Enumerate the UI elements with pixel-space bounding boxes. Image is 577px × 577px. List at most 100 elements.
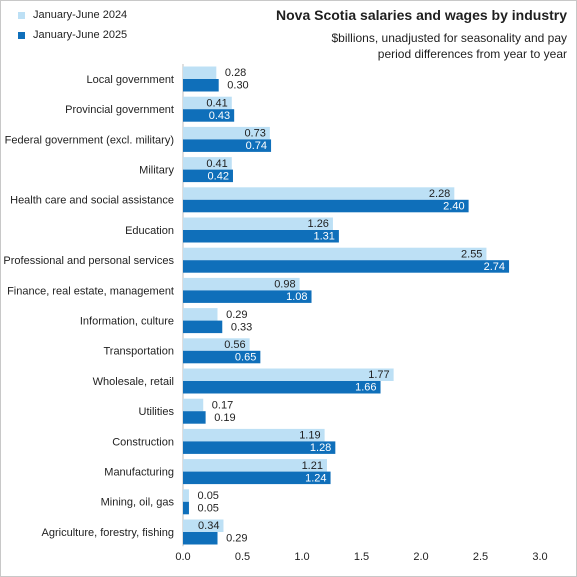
category-label: Provincial government xyxy=(65,104,174,116)
bar-2024 xyxy=(183,66,217,79)
bar-2024 xyxy=(183,277,300,291)
category-label: Transportation xyxy=(103,346,174,358)
bar-2024 xyxy=(183,459,327,472)
bar-2025 xyxy=(183,320,223,334)
title-block: Nova Scotia salaries and wages by indust… xyxy=(276,6,567,62)
bar-2024 xyxy=(183,338,250,351)
bar-2025 xyxy=(183,381,381,394)
data-label-2025: 0.29 xyxy=(226,533,247,545)
category-label: Mining, oil, gas xyxy=(101,497,175,509)
data-label-2024: 1.21 xyxy=(302,460,323,472)
bar-2024 xyxy=(183,489,189,502)
data-label-2025: 0.43 xyxy=(209,110,230,122)
legend-item-2025: January-June 2025 xyxy=(18,25,127,45)
chart-subtitle-line-2: period differences from year to year xyxy=(377,47,567,61)
data-label-2024: 0.28 xyxy=(225,67,246,79)
x-tick-label: 0.5 xyxy=(235,551,250,563)
legend-label-2025: January-June 2025 xyxy=(33,29,128,41)
bar-2025 xyxy=(183,532,218,545)
category-label: Agriculture, forestry, fishing xyxy=(42,527,174,539)
data-label-2024: 0.41 xyxy=(206,158,227,170)
bar-2024 xyxy=(183,519,224,532)
category-label: Professional and personal services xyxy=(3,255,174,267)
category-label: Federal government (excl. military) xyxy=(5,134,174,146)
category-label: Health care and social assistance xyxy=(10,195,174,207)
data-label-2024: 1.77 xyxy=(368,369,389,381)
bar-2024 xyxy=(183,157,232,170)
x-tick-label: 2.5 xyxy=(473,551,488,563)
category-label: Construction xyxy=(112,436,174,448)
category-label: Wholesale, retail xyxy=(93,376,174,388)
category-label: Finance, real estate, management xyxy=(7,285,174,297)
chart-subtitle-line-1: $billions, unadjusted for seasonality an… xyxy=(331,31,568,45)
data-label-2024: 2.55 xyxy=(461,248,482,260)
bar-2024 xyxy=(183,126,270,140)
bar-2025 xyxy=(183,260,510,273)
bar-2024 xyxy=(183,247,487,261)
bar-2025 xyxy=(183,501,189,515)
bar-2025 xyxy=(183,350,261,364)
data-label-2025: 0.42 xyxy=(208,170,229,182)
legend-item-2024: January-June 2024 xyxy=(18,5,127,25)
bar-2025 xyxy=(183,471,331,485)
category-label: Education xyxy=(125,225,174,237)
legend-swatch-2024 xyxy=(18,11,25,19)
data-label-2024: 0.56 xyxy=(224,339,245,351)
category-label: Local government xyxy=(87,74,174,86)
data-label-2025: 1.08 xyxy=(286,291,307,303)
bar-2024 xyxy=(183,96,232,110)
x-tick-label: 1.0 xyxy=(294,551,309,563)
category-label: Manufacturing xyxy=(104,467,174,479)
x-tick-label: 0.0 xyxy=(175,551,190,563)
category-label: Utilities xyxy=(139,406,175,418)
data-label-2024: 0.05 xyxy=(198,490,219,502)
bar-2024 xyxy=(183,217,333,230)
data-label-2025: 0.33 xyxy=(231,321,252,333)
data-label-2024: 2.28 xyxy=(429,188,450,200)
data-label-2024: 0.41 xyxy=(206,97,227,109)
chart-subtitle: $billions, unadjusted for seasonality an… xyxy=(276,30,568,62)
legend-label-2024: January-June 2024 xyxy=(33,9,128,21)
bar-2025 xyxy=(183,109,235,122)
bar-2024 xyxy=(183,187,455,200)
data-label-2025: 0.65 xyxy=(235,351,256,363)
bar-2024 xyxy=(183,428,325,442)
category-label: Military xyxy=(139,165,174,177)
data-label-2025: 0.30 xyxy=(227,80,248,92)
data-label-2025: 1.31 xyxy=(313,231,334,243)
bar-2025 xyxy=(183,441,336,454)
bar-2024 xyxy=(183,368,394,381)
bar-2025 xyxy=(183,79,219,92)
x-tick-label: 1.5 xyxy=(354,551,369,563)
data-label-2024: 0.29 xyxy=(226,309,247,321)
bar-2024 xyxy=(183,398,204,412)
data-label-2025: 2.40 xyxy=(443,200,464,212)
data-label-2024: 0.17 xyxy=(212,399,233,411)
bar-2025 xyxy=(183,139,272,152)
data-label-2025: 1.28 xyxy=(310,442,331,454)
data-label-2025: 0.74 xyxy=(246,140,267,152)
legend-swatch-2025 xyxy=(18,31,25,39)
data-label-2024: 0.73 xyxy=(244,128,265,140)
legend: January-June 2024 January-June 2025 xyxy=(18,5,127,45)
x-tick-label: 3.0 xyxy=(532,551,547,563)
bar-2025 xyxy=(183,230,339,243)
chart-title: Nova Scotia salaries and wages by indust… xyxy=(276,7,567,23)
bar-2024 xyxy=(183,308,218,321)
data-label-2024: 1.26 xyxy=(308,218,329,230)
bar-2025 xyxy=(183,290,312,303)
data-label-2025: 2.74 xyxy=(484,261,505,273)
x-tick-label: 2.0 xyxy=(413,551,428,563)
data-label-2024: 0.98 xyxy=(274,279,295,291)
data-label-2024: 1.19 xyxy=(299,430,320,442)
data-label-2024: 0.34 xyxy=(198,520,219,532)
data-label-2025: 0.19 xyxy=(214,412,235,424)
data-label-2025: 1.24 xyxy=(305,472,326,484)
bar-2025 xyxy=(183,199,469,213)
category-label: Information, culture xyxy=(80,316,174,328)
data-label-2025: 0.05 xyxy=(198,502,219,514)
data-label-2025: 1.66 xyxy=(355,382,376,394)
bar-2025 xyxy=(183,411,206,424)
bar-2025 xyxy=(183,169,233,183)
